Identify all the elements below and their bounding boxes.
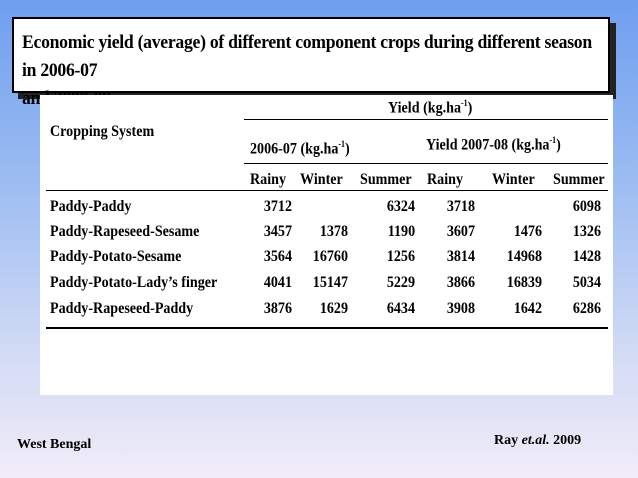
citation-etal: et.al. (521, 433, 550, 448)
cell-2007-summer: 1428 (572, 248, 601, 265)
period-2007-08-header: Yield 2007-08 (kg.ha-1) (426, 135, 561, 154)
period-2006-07-sup: -1 (338, 139, 345, 149)
yield-header: Yield (kg.ha-1) (388, 98, 472, 117)
cell-2007-winter: 1642 (513, 300, 542, 317)
citation-author: Ray (494, 433, 519, 448)
cropping-system-header: Cropping System (50, 123, 155, 140)
cell-2007-rainy: 3718 (446, 198, 475, 215)
cell-2007-summer: 6098 (572, 198, 601, 215)
row-cropping-system: Paddy-Potato-Sesame (50, 248, 182, 265)
row-cropping-system: Paddy-Paddy (50, 198, 132, 215)
yield-header-rule (244, 119, 608, 120)
period-2007-08-text: Yield 2007-08 (kg.ha (426, 136, 550, 154)
cell-2006-rainy: 3712 (263, 198, 292, 215)
cell-2007-rainy: 3866 (446, 274, 475, 291)
season-header-summer-2: Summer (553, 171, 605, 188)
yield-table: Yield (kg.ha-1) Cropping System 2006-07 … (40, 95, 613, 395)
cell-2006-summer: 6434 (386, 300, 415, 317)
period-2006-07-text: 2006-07 (kg.ha (250, 140, 339, 158)
table-bottom-rule (46, 327, 608, 329)
row-cropping-system: Paddy-Rapeseed-Paddy (50, 300, 194, 317)
cell-2007-summer: 5034 (572, 274, 601, 291)
season-header-rainy-2: Rainy (427, 171, 463, 188)
cell-2006-summer: 1190 (387, 223, 415, 240)
cell-2007-rainy: 3607 (446, 223, 475, 240)
cell-2007-winter: 1476 (513, 223, 542, 240)
cell-2006-rainy: 3564 (263, 248, 292, 265)
cell-2006-rainy: 4041 (263, 274, 292, 291)
row-cropping-system: Paddy-Potato-Lady’s finger (50, 274, 218, 291)
period-2006-07-header: 2006-07 (kg.ha-1) (250, 139, 350, 158)
cell-2006-summer: 5229 (386, 274, 415, 291)
cell-2006-summer: 1256 (386, 248, 415, 265)
cell-2006-winter: 16760 (312, 248, 348, 265)
yield-header-sup: -1 (461, 98, 468, 108)
citation-year: 2009 (553, 433, 582, 448)
citation: Ray et.al. 2009 (494, 433, 581, 449)
cell-2006-rainy: 3457 (263, 223, 292, 240)
cell-2007-summer: 1326 (572, 223, 601, 240)
cell-2007-winter: 14968 (506, 248, 542, 265)
cell-2007-winter: 16839 (506, 274, 542, 291)
yield-table-panel: Yield (kg.ha-1) Cropping System 2006-07 … (40, 95, 613, 395)
period-header-rule (244, 163, 608, 164)
period-2006-07-close: ) (344, 140, 350, 158)
season-header-summer-1: Summer (360, 171, 412, 188)
season-header-winter-2: Winter (492, 171, 535, 188)
cell-2007-summer: 6286 (572, 300, 601, 317)
slide-title-line-1: Economic yield (average) of different co… (22, 32, 592, 81)
season-header-winter-1: Winter (300, 171, 343, 188)
cell-2006-summer: 6324 (386, 198, 415, 215)
cell-2006-winter: 1378 (319, 223, 348, 240)
cell-2006-rainy: 3876 (263, 300, 292, 317)
row-cropping-system: Paddy-Rapeseed-Sesame (50, 223, 200, 240)
slide-title-box: Economic yield (average) of different co… (12, 17, 610, 109)
cell-2007-rainy: 3908 (446, 300, 475, 317)
column-header-rule (46, 190, 608, 191)
period-2007-08-sup: -1 (549, 135, 557, 145)
location-label: West Bengal (17, 437, 92, 452)
cell-2006-winter: 15147 (312, 274, 348, 291)
yield-header-text: Yield (kg.ha (388, 99, 462, 117)
yield-header-close: ) (467, 99, 473, 117)
season-header-rainy-1: Rainy (250, 171, 286, 188)
cell-2007-rainy: 3814 (446, 248, 475, 265)
period-2007-08-close: ) (556, 136, 561, 154)
cell-2006-winter: 1629 (319, 300, 348, 317)
